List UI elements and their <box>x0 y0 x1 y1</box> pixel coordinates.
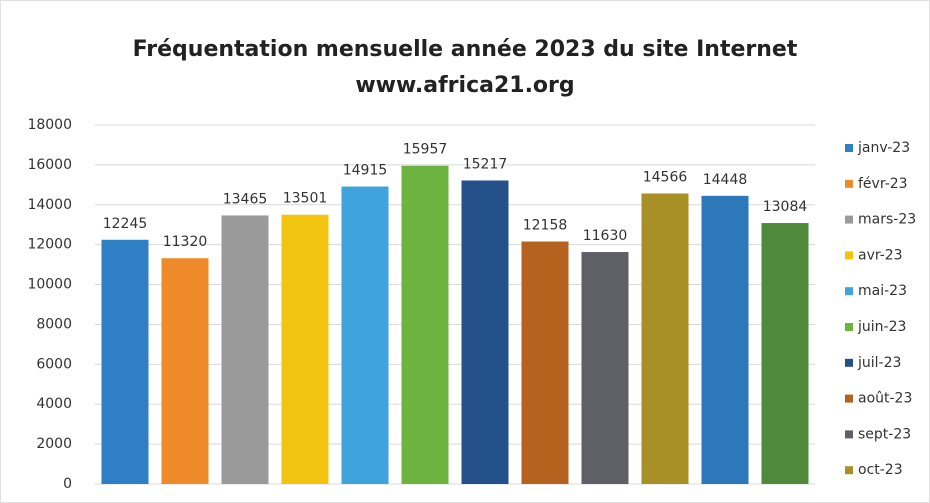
legend-swatch <box>845 430 853 439</box>
bar <box>461 180 509 485</box>
bar <box>341 186 389 484</box>
legend-swatch <box>845 394 853 403</box>
data-label: 13501 <box>283 191 328 207</box>
legend-label: mai-23 <box>858 283 907 299</box>
bar <box>401 165 449 484</box>
legend-swatch <box>845 215 853 224</box>
bar <box>161 258 209 484</box>
data-label: 12158 <box>523 218 568 234</box>
bar <box>641 193 689 484</box>
bar <box>761 223 809 485</box>
legend-label: janv-23 <box>857 140 910 156</box>
legend-label: juil-23 <box>857 355 901 371</box>
y-tick-label: 6000 <box>36 356 72 372</box>
data-label: 14915 <box>343 163 388 179</box>
data-label: 12245 <box>103 216 148 232</box>
y-tick-label: 4000 <box>36 396 72 412</box>
bar <box>521 241 569 484</box>
legend-label: févr-23 <box>858 176 908 192</box>
legend-label: oct-23 <box>858 462 903 478</box>
bar <box>281 214 329 485</box>
legend-swatch <box>845 287 853 296</box>
bar <box>701 195 749 485</box>
legend-swatch <box>845 466 853 475</box>
y-tick-label: 10000 <box>27 277 72 293</box>
bar <box>581 252 629 484</box>
legend-swatch <box>845 179 853 188</box>
data-label: 13465 <box>223 191 268 207</box>
data-label: 11320 <box>163 234 208 250</box>
data-label: 15217 <box>463 157 508 173</box>
legend-swatch <box>845 251 853 260</box>
y-tick-label: 2000 <box>36 436 72 452</box>
y-tick-label: 12000 <box>27 237 72 253</box>
y-tick-label: 0 <box>63 476 72 492</box>
legend-swatch <box>845 323 853 331</box>
chart-title: Fréquentation mensuelle année 2023 du si… <box>133 37 798 62</box>
legend-label: sept-23 <box>858 426 911 442</box>
data-label: 14566 <box>643 169 688 185</box>
y-tick-label: 18000 <box>27 117 72 133</box>
legend-swatch <box>845 144 853 152</box>
data-label: 15957 <box>403 142 448 158</box>
data-label: 11630 <box>583 228 628 244</box>
y-tick-label: 14000 <box>27 197 72 213</box>
chart-subtitle: www.africa21.org <box>355 73 574 98</box>
legend-swatch <box>845 358 853 367</box>
legend-label: août-23 <box>858 391 912 407</box>
legend-label: mars-23 <box>858 212 916 228</box>
bar <box>221 215 269 484</box>
y-tick-label: 8000 <box>36 316 72 332</box>
legend-label: avr-23 <box>858 247 903 263</box>
y-tick-label: 16000 <box>27 157 72 173</box>
legend-label: juin-23 <box>857 319 906 335</box>
data-label: 13084 <box>763 199 808 215</box>
bar <box>101 239 149 484</box>
data-label: 14448 <box>703 172 748 188</box>
